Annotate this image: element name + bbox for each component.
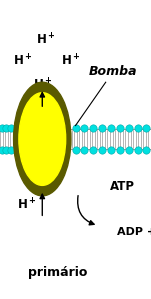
Text: $\mathbf{H^+}$: $\mathbf{H^+}$ xyxy=(61,54,81,69)
Point xyxy=(145,147,148,152)
Point xyxy=(74,126,77,131)
Point xyxy=(0,147,3,152)
Point xyxy=(119,126,121,131)
Circle shape xyxy=(19,93,66,185)
Point xyxy=(136,126,139,131)
Point xyxy=(92,147,95,152)
Point xyxy=(83,126,86,131)
Point xyxy=(101,126,103,131)
Point xyxy=(110,147,112,152)
Text: ADP + Pi: ADP + Pi xyxy=(117,227,151,237)
Point xyxy=(110,126,112,131)
Point xyxy=(136,147,139,152)
Point xyxy=(145,126,148,131)
Circle shape xyxy=(14,82,71,196)
Point xyxy=(5,147,8,152)
Point xyxy=(127,147,130,152)
Text: Bomba: Bomba xyxy=(89,65,138,78)
Point xyxy=(5,126,8,131)
Point xyxy=(74,147,77,152)
Point xyxy=(119,147,121,152)
Point xyxy=(10,126,13,131)
Text: $\mathbf{H^+}$: $\mathbf{H^+}$ xyxy=(13,54,32,69)
Point xyxy=(127,126,130,131)
Text: $\mathbf{H^+}$: $\mathbf{H^+}$ xyxy=(35,33,55,48)
Point xyxy=(101,147,103,152)
Point xyxy=(0,126,3,131)
Point xyxy=(83,147,86,152)
Text: $\mathbf{H^+}$: $\mathbf{H^+}$ xyxy=(17,197,37,213)
Text: primário: primário xyxy=(28,266,87,279)
Text: ATP: ATP xyxy=(110,180,135,193)
Text: $\mathbf{H^+}$: $\mathbf{H^+}$ xyxy=(32,77,52,93)
Point xyxy=(92,126,95,131)
Point xyxy=(10,147,13,152)
